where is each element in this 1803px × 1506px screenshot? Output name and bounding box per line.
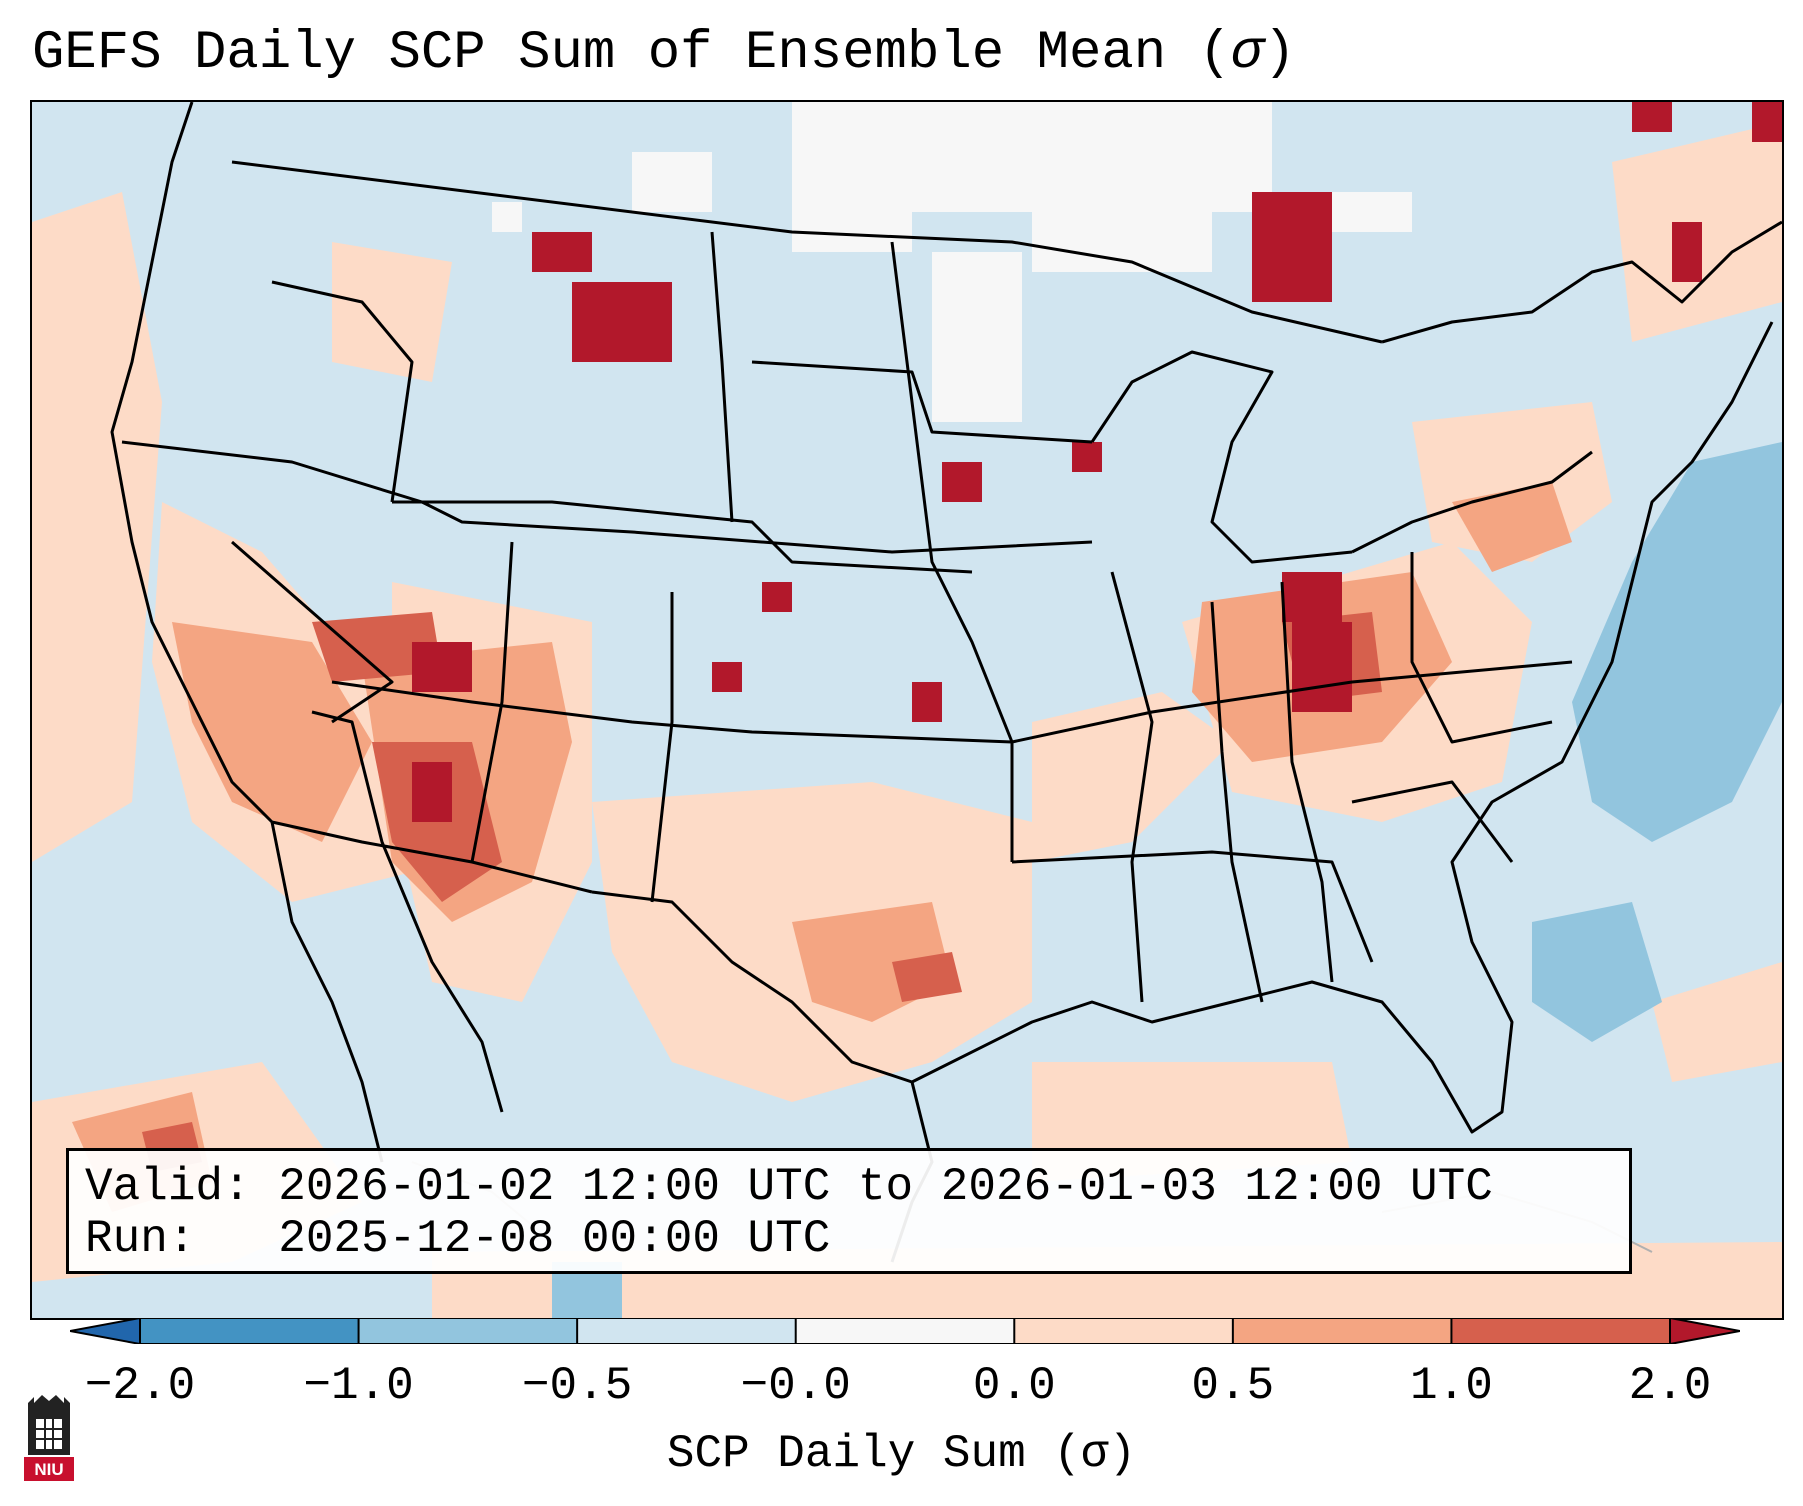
az-nm-border-south xyxy=(271,820,593,894)
near-zero-areas xyxy=(492,102,1412,422)
valid-label: Valid: xyxy=(85,1161,251,1213)
colorbar-tick-label: 0.0 xyxy=(972,1360,1056,1412)
colorbar-bin xyxy=(140,1318,360,1344)
coastlines-and-borders xyxy=(110,102,1782,1263)
map-title-text: GEFS Daily SCP Sum of Ensemble Mean ( xyxy=(32,23,1231,84)
ohio-pa-ny-border xyxy=(1351,450,1593,554)
colorbar-tick-label: −1.0 xyxy=(303,1360,414,1412)
valid-line: Valid: 2026-01-02 12:00 UTC to 2026-01-0… xyxy=(85,1161,1493,1213)
dakota-mt-border xyxy=(710,231,734,523)
border-row-north xyxy=(121,440,1093,554)
nevada-border xyxy=(231,540,394,724)
ms-al-border xyxy=(1210,601,1264,1003)
colorbar-label: SCP Daily Sum (σ) xyxy=(666,1428,1137,1480)
border-row-mid xyxy=(392,500,973,574)
scp-anomaly-map xyxy=(32,102,1782,1318)
northeast-canada-border xyxy=(1381,220,1782,344)
canada-border xyxy=(231,160,1383,344)
wv-va-border xyxy=(1410,552,1553,744)
colorbar-tick-label: 0.5 xyxy=(1191,1360,1275,1412)
run-line: Run: 2025-12-08 00:00 UTC xyxy=(85,1213,830,1265)
valid-value: 2026-01-02 12:00 UTC to 2026-01-03 12:00… xyxy=(278,1161,1493,1213)
valid-run-infobox: Valid: 2026-01-02 12:00 UTC to 2026-01-0… xyxy=(66,1148,1632,1274)
colorbar-bin xyxy=(1014,1318,1234,1344)
carolinas-border xyxy=(1351,780,1514,863)
sigma-symbol: σ xyxy=(1231,23,1264,84)
colorbar-svg xyxy=(69,1317,1741,1345)
colorbar-bin xyxy=(577,1318,797,1344)
niu-logo: NIU xyxy=(20,1393,78,1483)
extreme-positive-areas xyxy=(412,102,1782,822)
map-title-close: ) xyxy=(1263,23,1296,84)
niu-castle-logo-icon: NIU xyxy=(24,1395,74,1481)
colorbar-tick-label: −2.0 xyxy=(84,1360,196,1412)
great-lakes-border xyxy=(1090,350,1353,564)
border-row-36 xyxy=(331,660,1573,744)
run-label: Run: xyxy=(85,1213,196,1265)
colorbar-bin xyxy=(1232,1318,1452,1344)
nm-texas-border xyxy=(650,592,674,903)
mississippi-river-border xyxy=(1110,571,1154,1003)
colorbar-tick-label: 2.0 xyxy=(1628,1360,1712,1412)
colorbar-under-extend xyxy=(70,1318,140,1344)
colorbar-tick-label: −0.5 xyxy=(521,1360,633,1412)
negative-mid-areas xyxy=(552,442,1782,1318)
utah-colorado-border xyxy=(470,541,514,863)
al-ga-border xyxy=(1280,581,1334,983)
plains-border-east xyxy=(890,241,1014,862)
niu-logo-text: NIU xyxy=(34,1460,63,1479)
colorbar-bin xyxy=(358,1318,578,1344)
colorbar xyxy=(69,1317,1741,1345)
colorbar-tick-label: −0.0 xyxy=(740,1360,851,1412)
gulf-atlantic-coast xyxy=(911,321,1774,1134)
colorbar-tick-label: 1.0 xyxy=(1410,1360,1493,1412)
map-title: GEFS Daily SCP Sum of Ensemble Mean (σ) xyxy=(32,22,1296,86)
colorbar-bin xyxy=(795,1318,1015,1344)
run-value: 2025-12-08 00:00 UTC xyxy=(278,1213,831,1265)
sd-ne-border xyxy=(751,360,1093,444)
gulf-states-border xyxy=(1011,850,1374,963)
idaho-border xyxy=(271,280,414,503)
colorbar-bin xyxy=(1451,1318,1671,1344)
baja-gulf-coast xyxy=(311,710,504,1113)
map-panel xyxy=(30,100,1784,1320)
colorbar-over-extend xyxy=(1670,1318,1740,1344)
west-coastline xyxy=(110,102,384,1163)
